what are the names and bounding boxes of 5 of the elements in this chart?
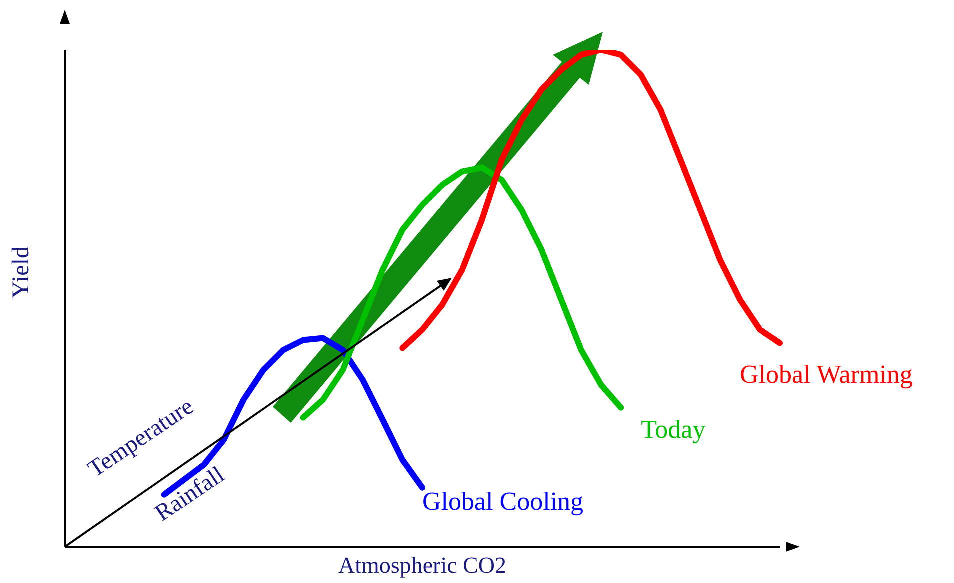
series-label: Global Warming <box>740 360 913 390</box>
y-axis-title: Yield <box>8 246 35 298</box>
x-axis-title: Atmospheric CO2 <box>338 553 507 578</box>
series-label: Today <box>641 414 706 444</box>
series-label: Global Cooling <box>422 486 584 516</box>
